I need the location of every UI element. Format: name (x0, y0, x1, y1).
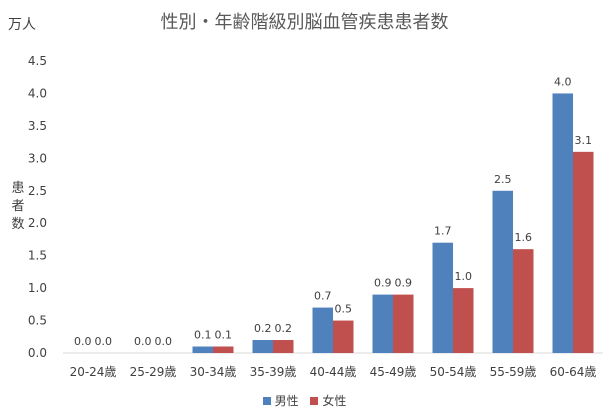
bar-female (333, 320, 354, 353)
legend-label-female: 女性 (322, 394, 347, 408)
y-tick-label: 4.5 (28, 54, 47, 68)
data-label-female: 3.1 (575, 134, 593, 147)
x-tick-label: 35-39歳 (250, 365, 297, 379)
chart-title: 性別・年齢階級別脳血管疾患患者数 (160, 12, 449, 33)
bar-male (552, 93, 573, 353)
y-tick-label: 1.0 (28, 281, 47, 295)
bar-male (372, 294, 393, 353)
x-tick-label: 50-54歳 (430, 365, 477, 379)
bar-male (192, 346, 213, 353)
legend: 男性 女性 (0, 392, 609, 409)
data-label-male: 4.0 (554, 75, 572, 88)
legend-item-male: 男性 (262, 392, 299, 409)
y-axis-label: 患 者 数 (8, 180, 28, 234)
bar-male (492, 190, 513, 353)
bar-male (432, 242, 453, 353)
y-tick-label: 4.0 (28, 86, 47, 100)
bar-female (213, 346, 234, 353)
bar-female (573, 151, 594, 353)
x-tick-label: 60-64歳 (550, 365, 597, 379)
y-tick-label: 2.0 (28, 216, 47, 230)
x-tick-label: 45-49歳 (370, 365, 417, 379)
data-label-female: 0.2 (275, 322, 293, 335)
x-tick-label: 20-24歳 (70, 365, 117, 379)
bar-female (513, 249, 534, 353)
y-axis-label-char: 患 (11, 181, 25, 196)
bar-female (453, 288, 474, 353)
data-label-female: 0.0 (95, 335, 113, 348)
x-tick-label: 40-44歳 (310, 365, 357, 379)
data-label-male: 1.7 (434, 225, 452, 238)
y-axis-label-char: 者 (11, 199, 25, 214)
bar-female (273, 340, 294, 353)
x-tick-label: 55-59歳 (490, 365, 537, 379)
data-label-female: 0.1 (215, 329, 233, 342)
bar-male (252, 340, 273, 353)
y-tick-label: 3.0 (28, 151, 47, 165)
x-tick-label: 25-29歳 (130, 365, 177, 379)
bar-female (393, 294, 414, 353)
data-label-female: 1.6 (515, 231, 533, 244)
data-label-male: 0.2 (254, 322, 272, 335)
legend-swatch-female (310, 396, 319, 405)
data-label-male: 0.7 (314, 290, 332, 303)
data-label-male: 2.5 (494, 173, 512, 186)
data-label-female: 0.0 (155, 335, 173, 348)
legend-swatch-male (262, 396, 271, 405)
y-tick-label: 2.5 (28, 184, 47, 198)
data-label-male: 0.0 (134, 335, 152, 348)
unit-label: 万人 (8, 17, 36, 33)
y-tick-label: 3.5 (28, 119, 47, 133)
y-tick-label: 0.0 (28, 346, 47, 360)
data-label-female: 0.5 (335, 303, 353, 316)
y-tick-label: 1.5 (28, 249, 47, 263)
data-label-female: 0.9 (395, 277, 413, 290)
data-label-male: 0.1 (194, 329, 212, 342)
x-tick-label: 30-34歳 (190, 365, 237, 379)
data-label-female: 1.0 (455, 270, 473, 283)
y-tick-label: 0.5 (28, 314, 47, 328)
legend-label-male: 男性 (274, 394, 299, 408)
y-axis-label-char: 数 (11, 217, 25, 232)
legend-item-female: 女性 (310, 392, 346, 409)
data-label-male: 0.9 (374, 277, 392, 290)
data-label-male: 0.0 (74, 335, 92, 348)
bar-male (312, 307, 333, 353)
